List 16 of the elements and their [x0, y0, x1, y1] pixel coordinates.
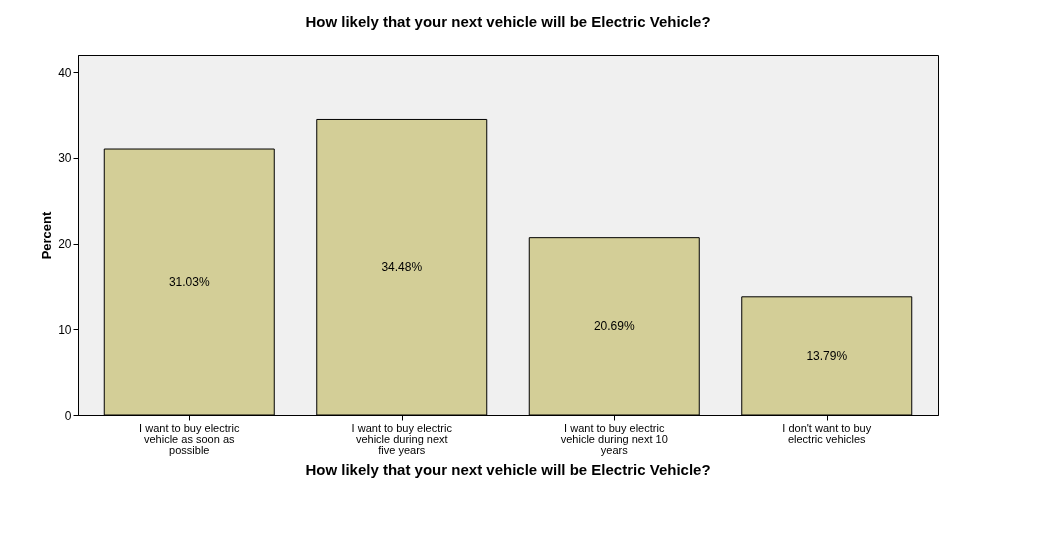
- x-tick-label: I want to buy electric vehicle as soon as possible: [139, 422, 240, 456]
- x-tick-label: I don't want to buy electric vehicles: [782, 422, 872, 445]
- x-tick-label: I want to buy electric vehicle during next five years: [351, 422, 453, 456]
- data-label: 13.79%: [806, 348, 848, 363]
- y-axis-title: Percent: [39, 210, 55, 260]
- y-tick-label: 30: [58, 151, 72, 166]
- data-label: 34.48%: [381, 260, 423, 275]
- y-tick-label: 20: [58, 237, 72, 252]
- x-axis-title: How likely that your next vehicle will be Electric Vehicle?: [305, 461, 711, 478]
- data-label: 31.03%: [168, 275, 210, 290]
- chart-title: How likely that your next vehicle will be Electric Vehicle?: [305, 13, 711, 30]
- y-tick-label: 0: [64, 408, 72, 423]
- data-label: 20.69%: [593, 319, 635, 334]
- y-tick-label: 10: [58, 322, 72, 337]
- x-tick-label: I want to buy electric vehicle during next 10 years: [560, 422, 668, 456]
- y-tick-label: 40: [58, 65, 72, 80]
